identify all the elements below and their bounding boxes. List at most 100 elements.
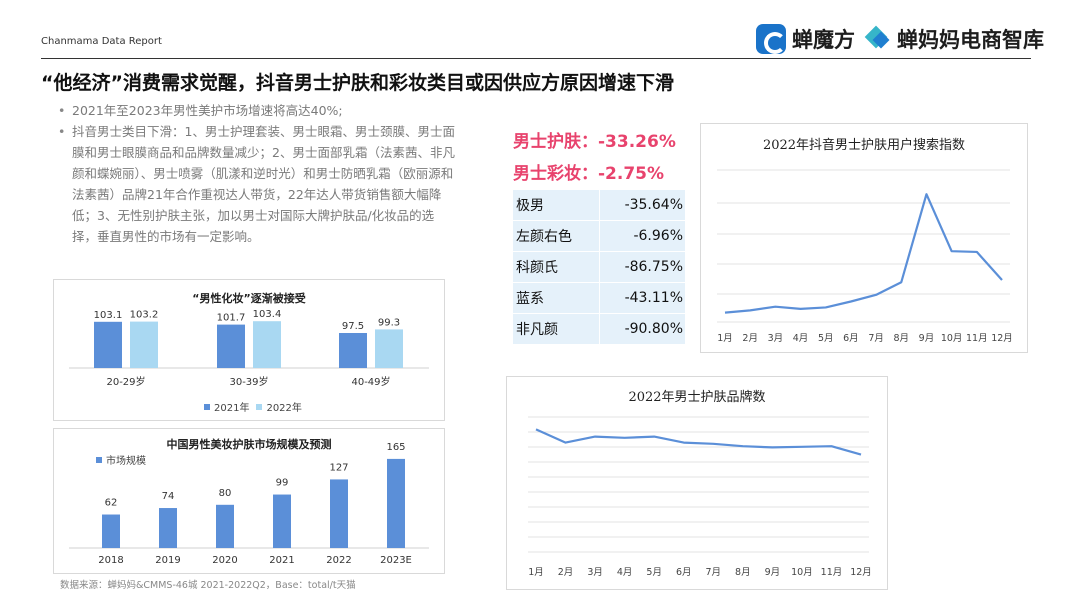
- x-tick-label: 1月: [528, 567, 544, 578]
- market-chart-title: 中国男性美妆护肤市场规模及预测: [166, 438, 332, 451]
- page-title: “他经济”消费需求觉醒，抖音男士护肤和彩妆类目或因供应方原因增速下滑: [41, 72, 674, 94]
- x-tick-label: 10月: [941, 333, 963, 344]
- bar: [217, 324, 245, 368]
- brand-name: 极男: [516, 198, 544, 214]
- x-tick-label: 6月: [676, 567, 692, 578]
- market-chart-panel: 中国男性美妆护肤市场规模及预测 市场规模 62 2018 74 2019 80 2020 9…: [53, 428, 445, 574]
- bar: [216, 504, 234, 548]
- legend-swatch-market: [96, 456, 102, 463]
- chanmama-logo-icon: [866, 25, 892, 53]
- x-tick-label: 7月: [705, 567, 721, 578]
- brand-count-title: 2022年男士护肤品牌数: [628, 390, 766, 405]
- x-tick-label: 2022: [326, 555, 351, 566]
- x-tick-label: 5月: [646, 567, 662, 578]
- bar: [330, 479, 348, 548]
- x-tick-label: 6月: [843, 333, 859, 344]
- table-row: 极男 -35.64%: [513, 190, 685, 221]
- data-label: 62: [105, 498, 118, 509]
- brand-name: 左颜右色: [516, 229, 572, 245]
- chanmofang-logo-icon: [756, 24, 786, 54]
- search-index-chart: 1月 2月 3月 4月 5月 6月 7月 8月 9月 10月 11月 12月: [717, 169, 1013, 344]
- brand-name: 蓝系: [516, 291, 544, 307]
- bar: [339, 333, 367, 368]
- age-chart: 103.1 103.2 20-29岁 101.7 103.4 30-39岁 97.5 99.3…: [69, 309, 429, 388]
- data-label: 103.4: [253, 309, 282, 320]
- legend-label-2022: 2022年: [266, 403, 302, 414]
- x-tick-label: 5月: [818, 333, 834, 344]
- x-tick-label: 2021: [269, 555, 294, 566]
- x-tick-label: 2020: [212, 555, 237, 566]
- data-label: 99.3: [378, 317, 400, 328]
- table-row: 左颜右色 -6.96%: [513, 221, 685, 252]
- report-label: Chanmama Data Report: [41, 36, 162, 47]
- x-tick-label: 12月: [850, 567, 872, 578]
- brand-value: -86.75%: [599, 252, 685, 282]
- bar: [387, 458, 405, 548]
- header-divider: [41, 58, 1031, 59]
- x-tick-label: 2019: [155, 555, 180, 566]
- series-line: [535, 428, 862, 456]
- x-tick-label: 2018: [98, 555, 123, 566]
- makeup-growth-stat: 男士彩妆：-2.75%: [513, 164, 665, 184]
- legend-label-2021: 2021年: [214, 403, 250, 414]
- chanmama-logo-text: 蝉妈妈电商智库: [897, 28, 1044, 52]
- chanmofang-logo: 蝉魔方: [756, 24, 855, 54]
- table-row: 科颜氏 -86.75%: [513, 252, 685, 283]
- brand-growth-table: 极男 -35.64% 左颜右色 -6.96% 科颜氏 -86.75% 蓝系 -4…: [513, 190, 685, 345]
- search-index-title: 2022年抖音男士护肤用户搜索指数: [762, 138, 966, 153]
- x-tick-label: 11月: [966, 333, 988, 344]
- bullet-list: 2021年至2023年男性美护市场增速将高达40%; 抖音男士类目下滑：1、男士…: [58, 100, 458, 247]
- bar: [102, 514, 120, 548]
- x-tick-label: 8月: [735, 567, 751, 578]
- x-tick-label: 30-39岁: [229, 375, 268, 388]
- data-source-note: 数据来源：蝉妈妈&CMMS-46城 2021-2022Q2，Base：total…: [60, 580, 356, 591]
- age-chart-legend: 2021年 2022年: [204, 399, 302, 414]
- age-chart-title: “男性化妆”逐渐被接受: [192, 292, 306, 305]
- x-tick-label: 12月: [991, 333, 1013, 344]
- x-tick-label: 2月: [742, 333, 758, 344]
- legend-label-market: 市场规模: [106, 456, 146, 467]
- brand-value: -6.96%: [599, 221, 685, 251]
- x-tick-label: 8月: [893, 333, 909, 344]
- age-chart-panel: “男性化妆”逐渐被接受 103.1 103.2 20-29岁 101.7 103.4 30…: [53, 279, 445, 421]
- brand-name: 非凡颜: [516, 322, 558, 338]
- brand-name: 科颜氏: [516, 260, 558, 276]
- legend-swatch-2022: [256, 403, 263, 410]
- bar: [273, 494, 291, 548]
- x-tick-label: 2月: [558, 567, 574, 578]
- bullet-item: 2021年至2023年男性美护市场增速将高达40%;: [58, 100, 458, 121]
- x-tick-label: 10月: [791, 567, 813, 578]
- search-index-panel: 2022年抖音男士护肤用户搜索指数 1月 2月 3月 4月 5月 6月 7月 8月 9月 10月 1…: [700, 123, 1028, 353]
- bar: [253, 321, 281, 368]
- brand-value: -43.11%: [599, 283, 685, 313]
- data-label: 74: [162, 491, 175, 502]
- x-tick-label: 3月: [768, 333, 784, 344]
- data-label: 97.5: [342, 321, 364, 332]
- bullet-item: 抖音男士类目下滑：1、男士护理套装、男士眼霜、男士颈膜、男士面膜和男士眼膜商品和…: [58, 121, 458, 247]
- x-tick-label: 20-29岁: [106, 375, 145, 388]
- x-tick-label: 40-49岁: [351, 375, 390, 388]
- skincare-growth-stat: 男士护肤：-33.26%: [513, 132, 676, 152]
- bar: [159, 508, 177, 548]
- chanmama-logo: 蝉妈妈电商智库: [866, 24, 1044, 54]
- x-tick-label: 1月: [717, 333, 733, 344]
- bar: [94, 321, 122, 368]
- table-row: 非凡颜 -90.80%: [513, 314, 685, 345]
- x-tick-label: 7月: [868, 333, 884, 344]
- data-label: 103.2: [130, 310, 159, 321]
- x-tick-label: 9月: [765, 567, 781, 578]
- data-label: 80: [219, 488, 232, 499]
- brand-value: -35.64%: [599, 190, 685, 220]
- x-tick-label: 4月: [793, 333, 809, 344]
- legend-swatch-2021: [204, 403, 210, 410]
- x-tick-label: 2023E: [380, 555, 412, 566]
- data-label: 99: [276, 478, 289, 489]
- data-label: 127: [329, 462, 348, 473]
- chanmofang-logo-text: 蝉魔方: [792, 28, 855, 52]
- market-chart: 62 2018 74 2019 80 2020 99 2021 127 2022 165 2023E: [69, 442, 429, 566]
- market-chart-legend: 市场规模: [96, 452, 146, 467]
- x-tick-label: 4月: [617, 567, 633, 578]
- table-row: 蓝系 -43.11%: [513, 283, 685, 314]
- brand-count-panel: 2022年男士护肤品牌数 1月 2月 3月 4月 5月 6月 7月 8月 9月 10月 11月 12月: [506, 376, 888, 590]
- data-label: 165: [386, 442, 405, 453]
